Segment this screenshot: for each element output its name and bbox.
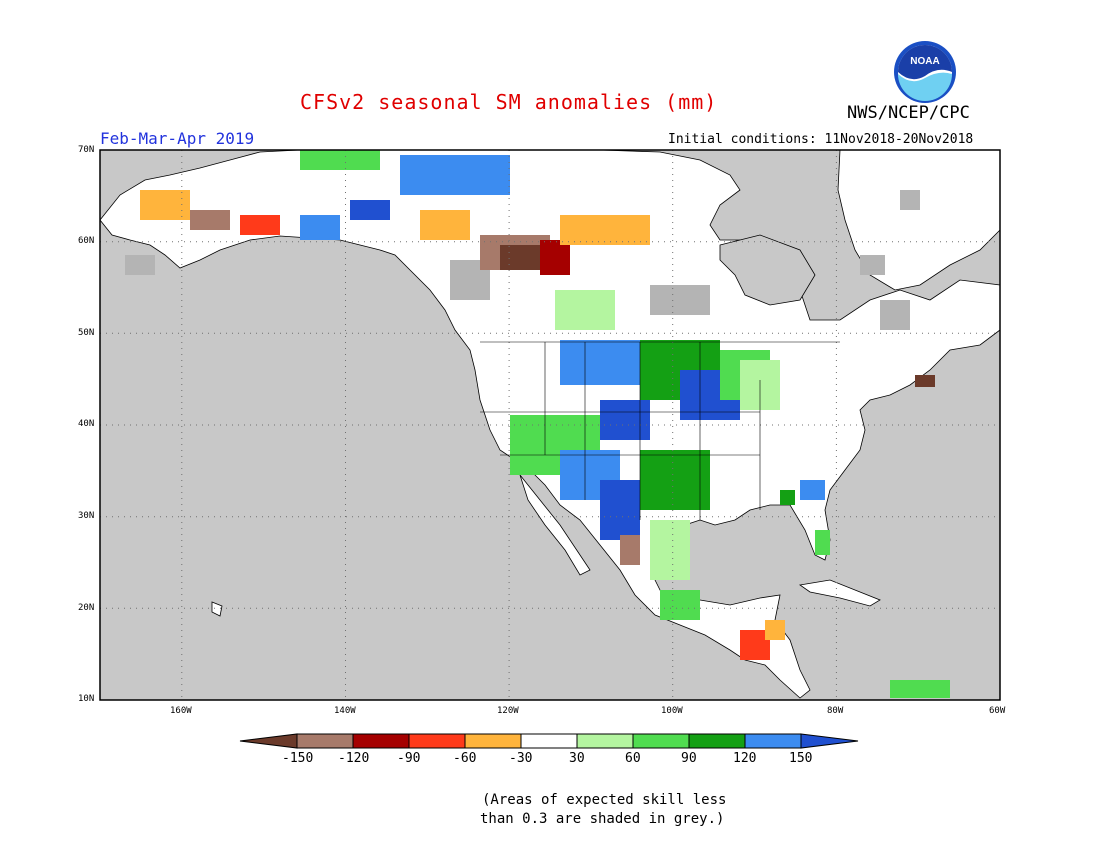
cuba-land — [798, 579, 881, 607]
state-borders — [480, 341, 840, 520]
colorbar-label-9: 120 — [733, 751, 757, 766]
lon-label-140w: 140W — [334, 706, 356, 716]
skill-note-line1: (Areas of expected skill less — [482, 792, 727, 808]
colorbar-seg-4 — [464, 733, 522, 749]
colorbar-seg-8 — [688, 733, 746, 749]
lon-label-60w: 60W — [989, 706, 1006, 716]
lon-label-160w: 160W — [170, 706, 192, 716]
skill-grey-areas — [125, 190, 920, 330]
colorbar-arrow-left — [239, 733, 298, 749]
colorbar-label-3: -90 — [397, 751, 421, 766]
colorbar-seg-9 — [744, 733, 802, 749]
baja-california — [519, 474, 591, 576]
lat-label-20n: 20N — [78, 603, 95, 613]
colorbar-seg-6 — [576, 733, 634, 749]
colorbar-seg-5 — [520, 733, 578, 749]
colorbar-arrow-right — [800, 733, 859, 749]
hudson-bay — [719, 234, 816, 306]
colorbar-seg-2 — [352, 733, 410, 749]
anomaly-cells — [140, 150, 950, 698]
colorbar-seg-3 — [408, 733, 466, 749]
season-label: Feb-Mar-Apr 2019 — [100, 129, 255, 148]
colorbar-seg-1 — [296, 733, 354, 749]
lon-label-80w: 80W — [827, 706, 844, 716]
lat-label-40n: 40N — [78, 419, 95, 429]
lat-label-50n: 50N — [78, 328, 95, 338]
map-title: CFSv2 seasonal SM anomalies (mm) — [300, 90, 718, 114]
skill-note-line2: than 0.3 are shaded in grey.) — [480, 811, 725, 827]
noaa-logo: NOAA — [894, 41, 956, 103]
colorbar-label-4: -60 — [453, 751, 477, 766]
colorbar-label-5: -30 — [509, 751, 533, 766]
noaa-logo-text: NOAA — [910, 56, 939, 67]
colorbar-label-2: -120 — [338, 751, 370, 766]
lat-label-30n: 30N — [78, 511, 95, 521]
colorbar-label-1: -150 — [282, 751, 314, 766]
hawaii-island — [211, 601, 223, 617]
initial-conditions-label: Initial conditions: 11Nov2018-20Nov2018 — [668, 132, 974, 147]
colorbar-seg-7 — [632, 733, 690, 749]
lat-label-10n: 10N — [78, 694, 95, 704]
lon-label-120w: 120W — [497, 706, 519, 716]
colorbar-label-10: 150 — [789, 751, 813, 766]
agency-label: NWS/NCEP/CPC — [847, 103, 970, 123]
graticule — [100, 150, 1000, 700]
lon-label-100w: 100W — [661, 706, 683, 716]
lat-label-70n: 70N — [78, 145, 95, 155]
map-frame — [99, 149, 1001, 701]
lat-label-60n: 60N — [78, 236, 95, 246]
colorbar-label-8: 90 — [681, 751, 697, 766]
colorbar-label-6: 30 — [569, 751, 585, 766]
colorbar-label-7: 60 — [625, 751, 641, 766]
